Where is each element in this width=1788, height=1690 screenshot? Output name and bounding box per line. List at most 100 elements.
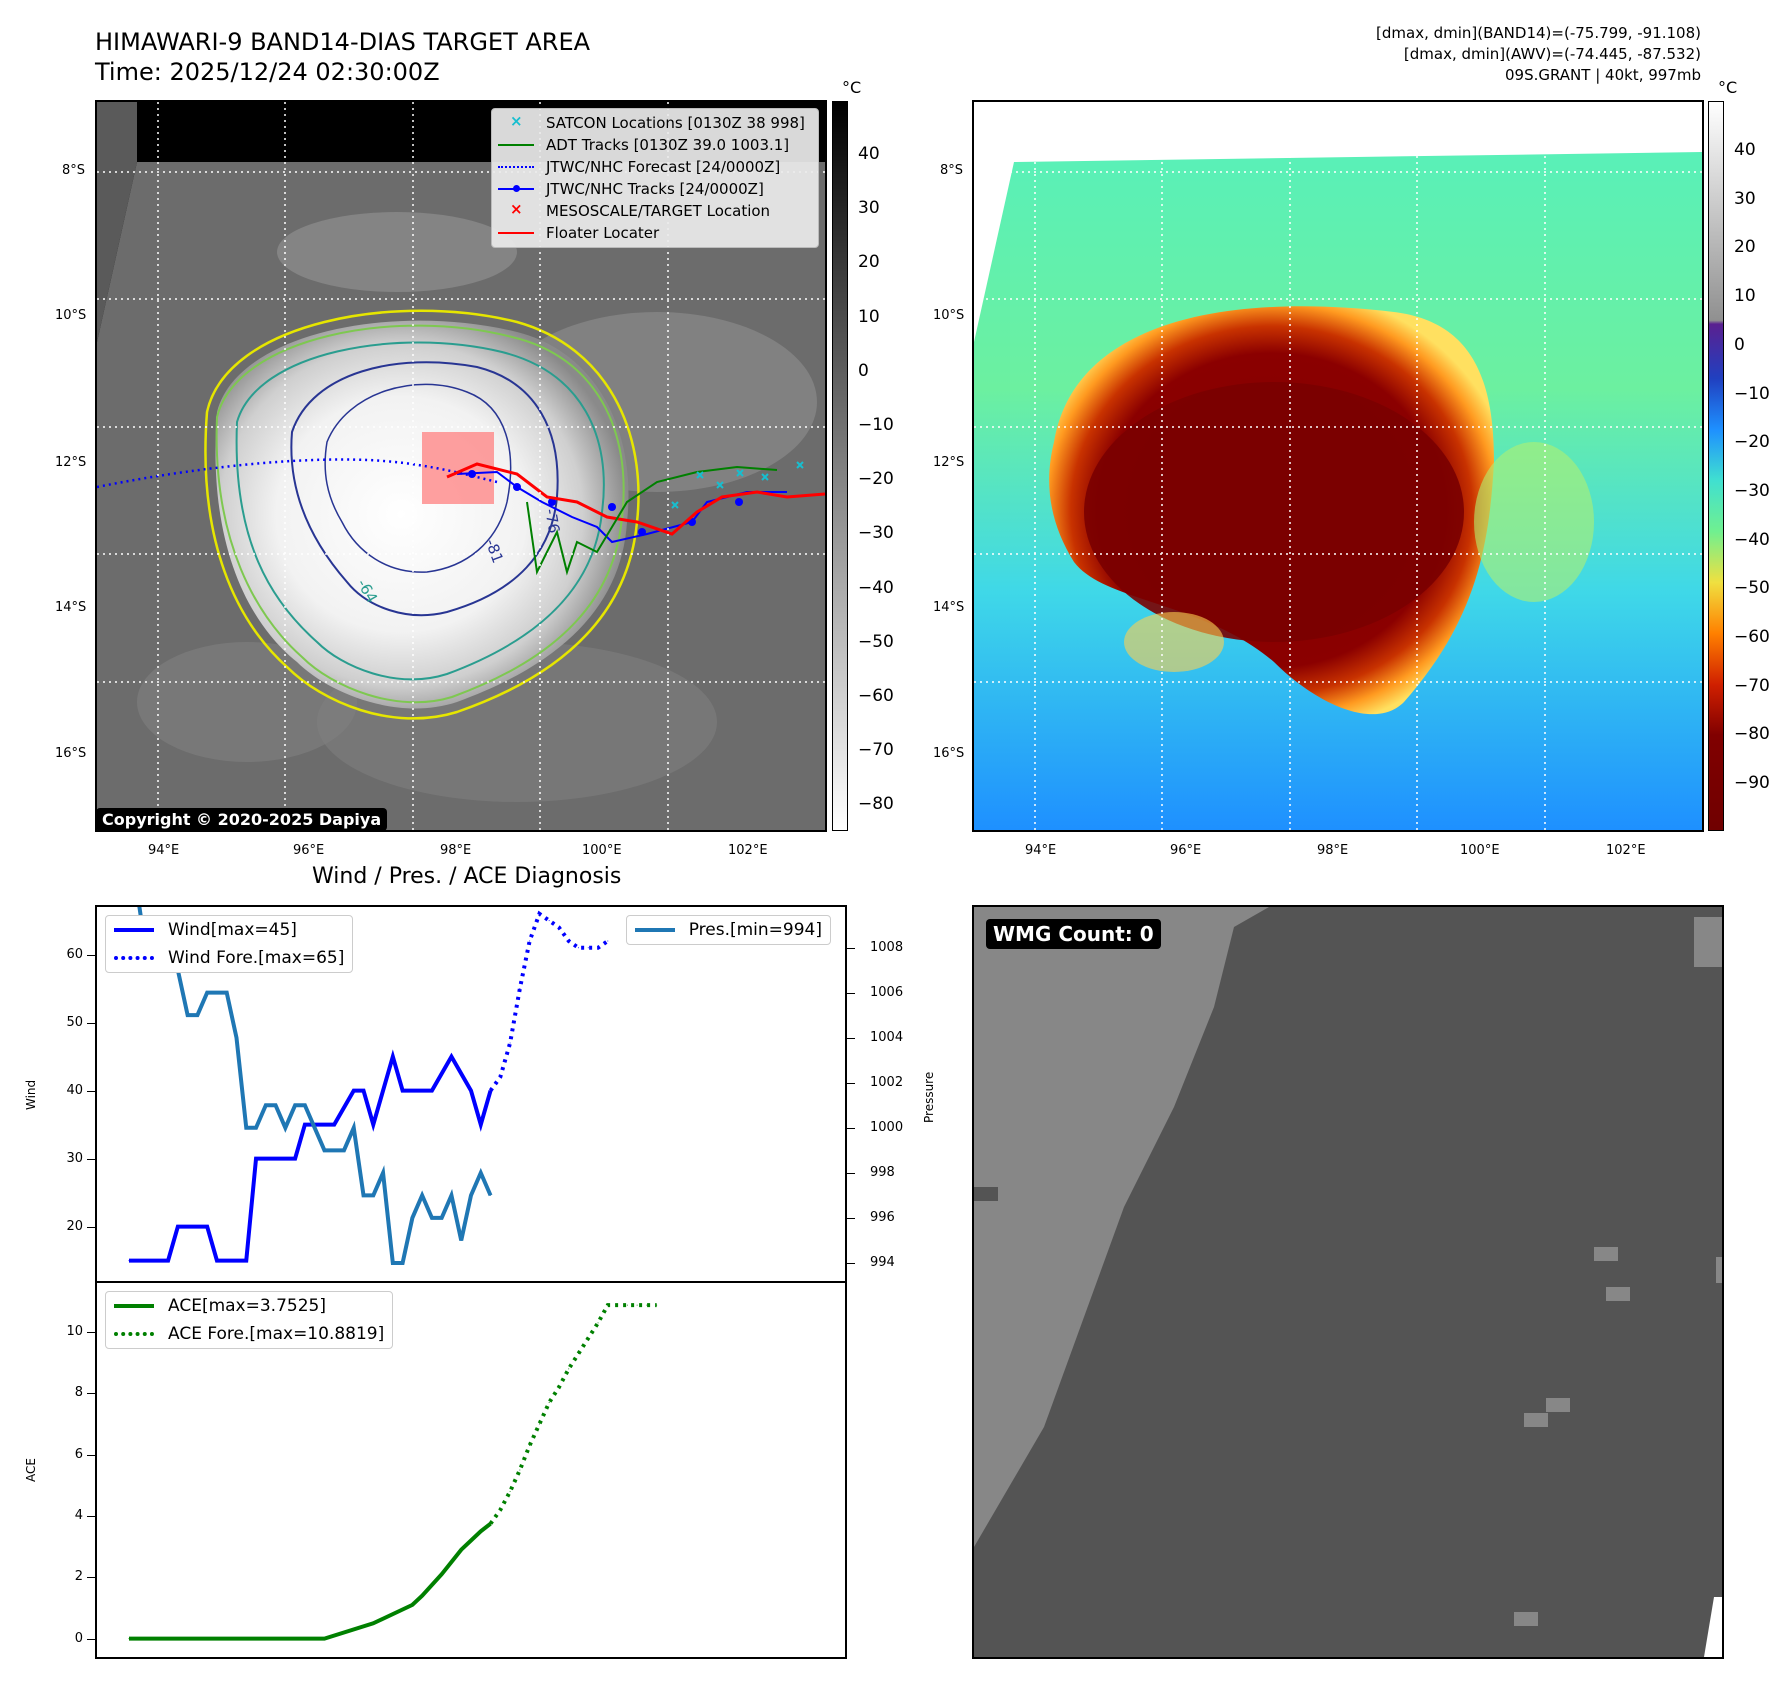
y-tick-label: 1002 bbox=[870, 1074, 904, 1090]
lat-label: 14°S bbox=[55, 600, 87, 615]
colorbar-tick-label: −10 bbox=[858, 415, 894, 435]
y-tick-label: 50 bbox=[66, 1014, 83, 1030]
data-point bbox=[558, 926, 560, 928]
data-point bbox=[265, 1158, 267, 1160]
data-point bbox=[333, 1124, 335, 1126]
lat-label: 10°S bbox=[933, 308, 965, 323]
lat-label: 16°S bbox=[933, 746, 965, 761]
data-point bbox=[490, 1523, 492, 1525]
data-point bbox=[206, 992, 208, 994]
colorbar-tick-label: −30 bbox=[858, 523, 894, 544]
data-point bbox=[607, 940, 609, 942]
colorbar-tick-label: −90 bbox=[1734, 773, 1770, 794]
colorbar-tick-label: −70 bbox=[858, 740, 894, 761]
wind-axis-label: Wind bbox=[24, 1079, 38, 1110]
y-tick-label: 996 bbox=[870, 1209, 895, 1225]
x-marker-icon: × bbox=[510, 112, 523, 130]
data-point bbox=[265, 1104, 267, 1106]
data-point bbox=[499, 1076, 501, 1078]
colorbar-tick-label: −40 bbox=[1734, 529, 1770, 550]
y-tick-label: 8 bbox=[74, 1385, 83, 1401]
data-point bbox=[177, 1638, 179, 1640]
y-tick-label: 6 bbox=[74, 1446, 83, 1462]
data-point bbox=[382, 1172, 384, 1174]
y-tick-mark bbox=[87, 1393, 95, 1395]
data-point bbox=[294, 1104, 296, 1106]
data-point bbox=[617, 1304, 619, 1306]
y-tick-mark bbox=[87, 954, 95, 956]
legend-wind-fore: Wind Fore.[max=65] bbox=[106, 944, 352, 972]
y-tick-label: 30 bbox=[66, 1150, 83, 1166]
data-point bbox=[372, 1124, 374, 1126]
y-tick-label: 20 bbox=[66, 1218, 83, 1234]
lat-label: 8°S bbox=[62, 163, 86, 178]
data-point bbox=[626, 1304, 628, 1306]
y-tick-mark bbox=[847, 992, 855, 994]
data-point bbox=[441, 1573, 443, 1575]
cbar-color-unit: °C bbox=[1718, 78, 1738, 97]
colorbar-tick-label: −10 bbox=[1734, 383, 1770, 404]
wmg-count-badge: WMG Count: 0 bbox=[986, 919, 1161, 949]
data-point bbox=[333, 1149, 335, 1151]
data-point bbox=[314, 1127, 316, 1129]
data-point bbox=[480, 1172, 482, 1174]
data-point bbox=[363, 1194, 365, 1196]
lon-label: 96°E bbox=[293, 843, 325, 858]
data-point bbox=[490, 1090, 492, 1092]
y-tick-label: 1008 bbox=[870, 939, 904, 955]
line-dot-icon bbox=[498, 182, 534, 196]
legend-target-label: MESOSCALE/TARGET Location bbox=[546, 202, 771, 220]
data-point bbox=[577, 1353, 579, 1355]
data-point bbox=[509, 1490, 511, 1492]
data-point bbox=[607, 1304, 609, 1306]
series-line-wind bbox=[129, 1049, 493, 1263]
data-point bbox=[353, 1127, 355, 1129]
data-point bbox=[587, 947, 589, 949]
ace-axis-label: ACE bbox=[24, 1458, 38, 1482]
data-point bbox=[128, 1260, 130, 1262]
y-tick-mark bbox=[847, 947, 855, 949]
info-line1: [dmax, dmin](BAND14)=(-75.799, -91.108) bbox=[1376, 24, 1701, 42]
lon-label: 98°E bbox=[440, 843, 472, 858]
lon-label: 100°E bbox=[1460, 843, 1500, 858]
y-tick-label: 1000 bbox=[870, 1119, 904, 1135]
y-tick-mark bbox=[847, 1172, 855, 1174]
data-point bbox=[568, 1368, 570, 1370]
data-point bbox=[392, 1262, 394, 1264]
data-point bbox=[128, 1638, 130, 1640]
wind-pressure-chart: Wind[max=45] Wind Fore.[max=65] Pres.[mi… bbox=[95, 905, 847, 1283]
lat-label: 14°S bbox=[933, 600, 965, 615]
diagnosis-title: Wind / Pres. / ACE Diagnosis bbox=[312, 864, 622, 889]
ir-color-map bbox=[972, 100, 1704, 832]
data-point bbox=[226, 992, 228, 994]
info-line2: [dmax, dmin](AWV)=(-74.445, -87.532) bbox=[1403, 45, 1701, 63]
wmg-panel: WMG Count: 0 bbox=[972, 905, 1724, 1659]
lon-label: 102°E bbox=[728, 843, 768, 858]
data-point bbox=[304, 1104, 306, 1106]
colorbar-tick-label: −60 bbox=[858, 686, 894, 706]
data-point bbox=[206, 1226, 208, 1228]
legend-forecast-label: JTWC/NHC Forecast [24/0000Z] bbox=[546, 158, 781, 176]
data-point bbox=[490, 1194, 492, 1196]
data-point bbox=[304, 1124, 306, 1126]
lon-label: 94°E bbox=[1025, 843, 1057, 858]
lon-label: 96°E bbox=[1170, 843, 1202, 858]
pres-legend: Pres.[min=994] bbox=[625, 915, 831, 945]
colorbar-tick-label: −80 bbox=[858, 794, 894, 815]
data-point bbox=[450, 1056, 452, 1058]
data-point bbox=[196, 1014, 198, 1016]
data-point bbox=[245, 1127, 247, 1129]
lat-label: 12°S bbox=[55, 455, 87, 470]
lon-label: 100°E bbox=[582, 843, 622, 858]
figure-title-line1: HIMAWARI-9 BAND14-DIAS TARGET AREA bbox=[95, 28, 591, 56]
data-point bbox=[353, 1090, 355, 1092]
y-tick-label: 994 bbox=[870, 1254, 895, 1270]
lat-label: 10°S bbox=[55, 308, 87, 323]
data-point bbox=[275, 1158, 277, 1160]
y-tick-mark bbox=[87, 1515, 95, 1517]
dotted-line-icon bbox=[114, 956, 154, 960]
legend-ace-fore: ACE Fore.[max=10.8819] bbox=[106, 1320, 392, 1348]
data-point bbox=[402, 1090, 404, 1092]
data-point bbox=[509, 1042, 511, 1044]
legend-satcon-label: SATCON Locations [0130Z 38 998] bbox=[546, 114, 805, 132]
